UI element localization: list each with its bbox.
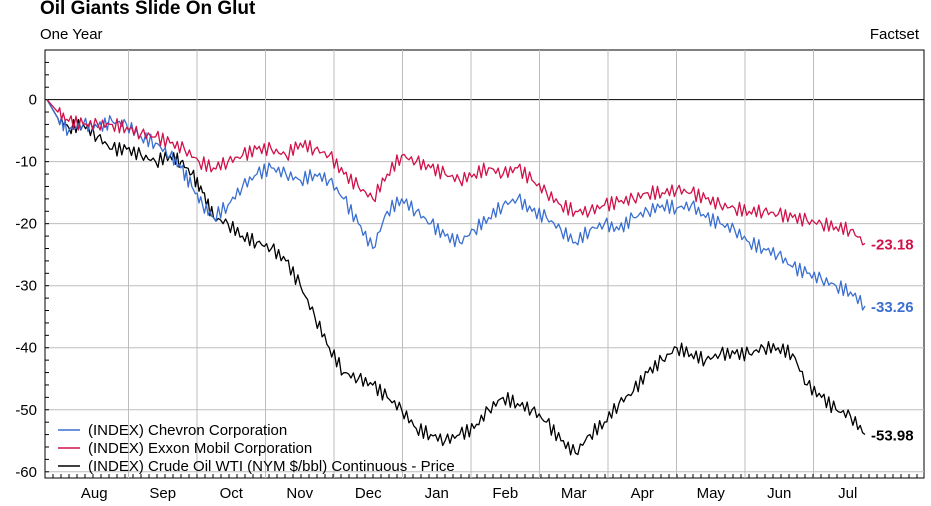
y-tick-label: -20 [15, 216, 37, 233]
end-label-chevron: -33.26 [871, 299, 914, 316]
x-tick-label: Oct [220, 485, 244, 502]
x-tick-label: Jan [425, 485, 449, 502]
x-tick-label: Mar [561, 485, 587, 502]
x-tick-label: Jun [767, 485, 791, 502]
legend-label-crude: (INDEX) Crude Oil WTI (NYM $/bbl) Contin… [88, 458, 455, 475]
source-label: Factset [869, 26, 919, 43]
x-tick-label: Feb [492, 485, 518, 502]
axes: 0 -10 -20 -30 -40 -50 -60 Aug Sep Oct Nov Dec Jan Feb… [15, 49, 918, 502]
end-label-crude: -53.98 [871, 427, 914, 444]
chart-subtitle: One Year [40, 26, 103, 43]
x-tick-label: Aug [81, 485, 108, 502]
y-tick-label: -40 [15, 340, 37, 357]
x-tick-label: Nov [286, 485, 313, 502]
x-tick-label: Sep [149, 485, 176, 502]
x-tick-label: Dec [355, 485, 382, 502]
legend-label-exxon: (INDEX) Exxon Mobil Corporation [88, 440, 312, 457]
series-line-crude [46, 99, 866, 456]
legend: (INDEX) Chevron Corporation(INDEX) Exxon… [58, 422, 455, 475]
x-tick-label: May [697, 485, 726, 502]
y-tick-label: -60 [15, 464, 37, 481]
series-line-exxon [46, 99, 866, 246]
series-lines [46, 99, 866, 456]
legend-label-chevron: (INDEX) Chevron Corporation [88, 422, 287, 439]
page-title: Oil Giants Slide On Glut [40, 0, 256, 19]
y-tick-label: -10 [15, 154, 37, 171]
end-labels: -53.98 -33.26 -23.18 [871, 236, 914, 444]
x-tick-label: Apr [631, 485, 654, 502]
x-tick-label: Jul [838, 485, 857, 502]
y-tick-label: -30 [15, 278, 37, 295]
y-tick-label: -50 [15, 402, 37, 419]
series-line-chevron [46, 99, 866, 311]
end-label-exxon: -23.18 [871, 236, 914, 253]
y-tick-label: 0 [29, 92, 37, 109]
